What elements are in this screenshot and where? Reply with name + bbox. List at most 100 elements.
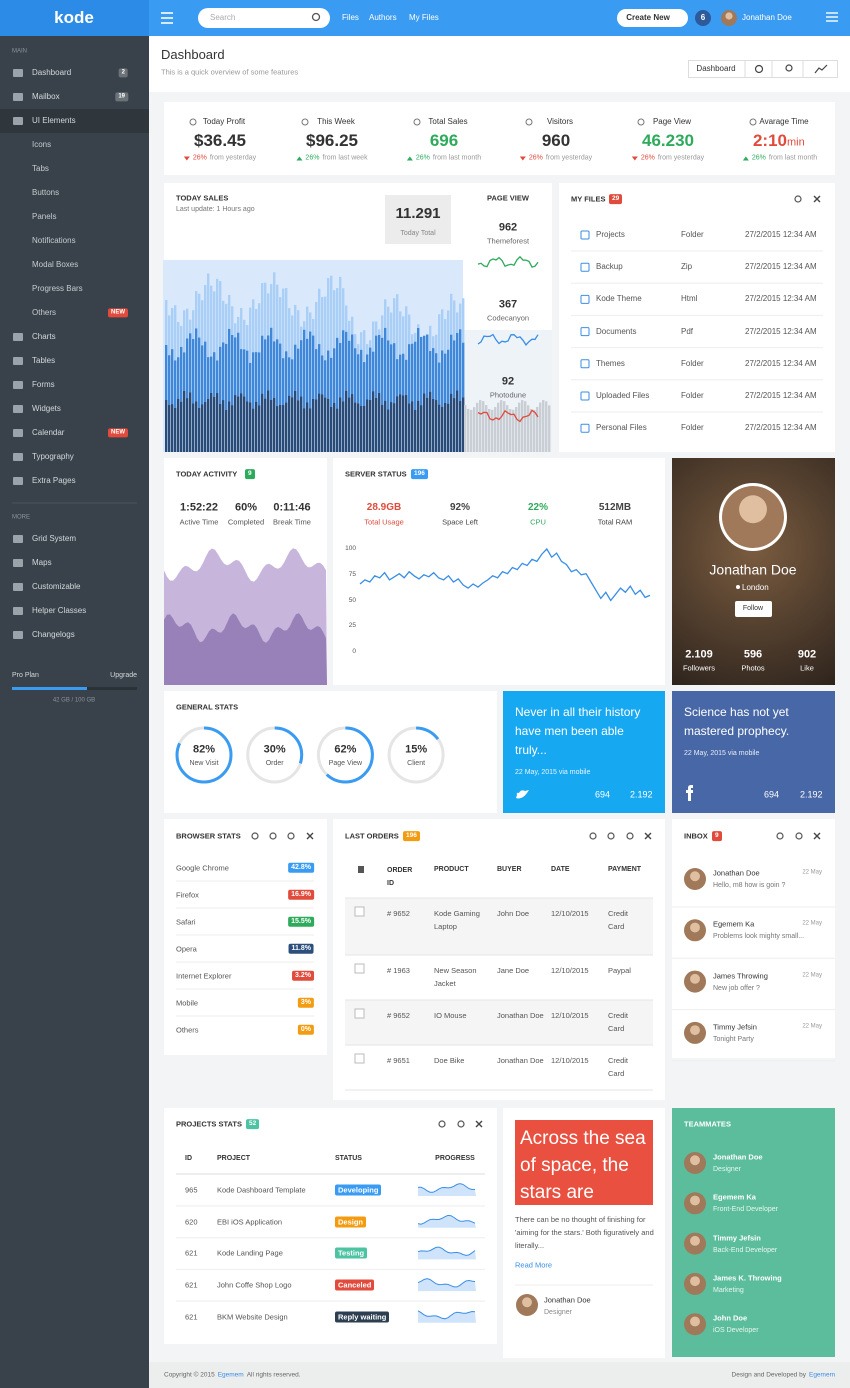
nav-item[interactable]: Charts [32,332,56,342]
file-name[interactable]: Personal Files [596,423,647,433]
facebook-likes: 694 [764,789,780,800]
sales-bar [423,393,426,452]
profile-stat-label: Photos [741,663,765,673]
nav-item[interactable]: Calendar [32,428,65,438]
text: All rights reserved. [246,1371,301,1379]
sales-bar [201,300,204,346]
file-name[interactable]: Documents [596,326,637,336]
nav-subitem[interactable]: Others [32,308,57,318]
section-label: MORE [12,514,30,521]
sales-bar [231,334,234,406]
sales-bar [234,323,237,338]
nav-item[interactable]: Typography [32,452,74,462]
top-link[interactable]: Authors [369,13,397,23]
sales-bar [444,353,447,403]
stat-label: Avarage Time [759,117,809,127]
sales-bar [174,360,177,408]
nav-item[interactable]: Mailbox [32,92,60,102]
progress-line [417,1310,476,1320]
nav-item[interactable]: Grid System [32,534,77,544]
nav-item[interactable]: Forms [32,380,55,390]
nav-item[interactable]: UI Elements [32,116,76,126]
nav-item[interactable]: Dashboard [32,68,72,78]
header-button[interactable]: Dashboard [696,64,736,74]
plan-upgrade[interactable]: Upgrade [110,671,137,679]
sales-bar [168,315,171,356]
nav-subitem[interactable]: Tabs [32,164,49,174]
sales-bar [375,398,378,452]
sales-bar-forecast [548,405,551,452]
sales-bar [318,344,321,394]
nav-item[interactable]: Maps [32,558,52,568]
sales-bar [420,405,423,452]
follow-label[interactable]: Follow [742,604,764,612]
user-name[interactable]: Jonathan Doe [742,13,792,23]
nav-subitem[interactable]: Progress Bars [32,284,83,294]
nav-subitem[interactable]: Buttons [32,188,60,198]
nav-item[interactable]: Extra Pages [32,476,76,486]
sales-bar [276,406,279,452]
sales-bar [375,321,378,336]
file-name[interactable]: Themes [596,359,625,368]
file-name[interactable]: Kode Theme [596,294,642,304]
nav-badge: 19 [115,92,128,102]
browser-share: 3.2% [292,970,314,982]
article-link[interactable]: Read More [515,1260,553,1270]
sales-bar [417,324,420,329]
nav-subitem[interactable]: Icons [32,140,52,150]
nav-item[interactable]: Widgets [32,404,61,414]
top-link[interactable]: My Files [409,13,439,23]
sales-bar-forecast [530,409,533,452]
sales-bar [219,281,222,347]
sales-bar [204,401,207,452]
message-sender[interactable]: Jonathan Doe [713,868,760,878]
nav-icon [13,477,23,485]
top-link[interactable]: Files [342,13,359,23]
sales-bar [246,401,249,452]
file-name[interactable]: Projects [596,230,625,240]
file-name[interactable]: Backup [596,262,623,272]
nav-subitem[interactable]: Panels [32,212,57,222]
project-status: Canceled [335,1279,375,1291]
sales-bar [300,396,303,452]
sales-bar-forecast [494,407,497,452]
file-name[interactable]: Uploaded Files [596,391,650,401]
order-cell: Paypal [608,966,631,975]
sales-bar [327,398,330,452]
order-cell: # 9652 [387,909,410,918]
browser-share: 15.5% [288,916,314,928]
nav-subitem[interactable]: Modal Boxes [32,260,79,270]
sales-bar [429,391,432,452]
sales-bar [210,356,213,393]
location-icon [736,585,740,589]
sales-bar [252,352,255,409]
sales-bar [369,399,372,452]
sales-bar [330,275,333,358]
sales-bar [246,350,249,402]
nav-item[interactable]: Customizable [32,582,81,592]
progress-label: 30% [263,743,286,756]
sales-bar [399,354,402,395]
sales-bar [393,343,396,404]
create-button-label[interactable]: Create New [626,13,670,23]
browser-share: 11.8% [288,943,314,955]
message-sender[interactable]: Timmy Jefsin [713,1022,757,1032]
message-sender[interactable]: Egemem Ka [713,919,755,929]
sales-bar [444,319,447,354]
y-tick-label: 50 [348,596,356,604]
nav-badge: NEW [108,308,128,318]
message-sender[interactable]: James Throwing [713,971,768,981]
sales-bar [309,408,312,452]
nav-item[interactable]: Helper Classes [32,606,87,616]
server-metric-label: Total RAM [597,517,633,527]
server-metric-label: Total Usage [364,517,404,527]
sales-bar [243,349,246,397]
nav-item[interactable]: Tables [32,356,56,366]
sales-bar [417,400,420,452]
nav-item[interactable]: Changelogs [32,630,75,640]
sales-bar [441,309,444,351]
nav-subitem[interactable]: Notifications [32,236,76,246]
sales-bar [372,351,375,392]
sales-bar-forecast [491,409,494,452]
nav-icon [13,535,23,543]
